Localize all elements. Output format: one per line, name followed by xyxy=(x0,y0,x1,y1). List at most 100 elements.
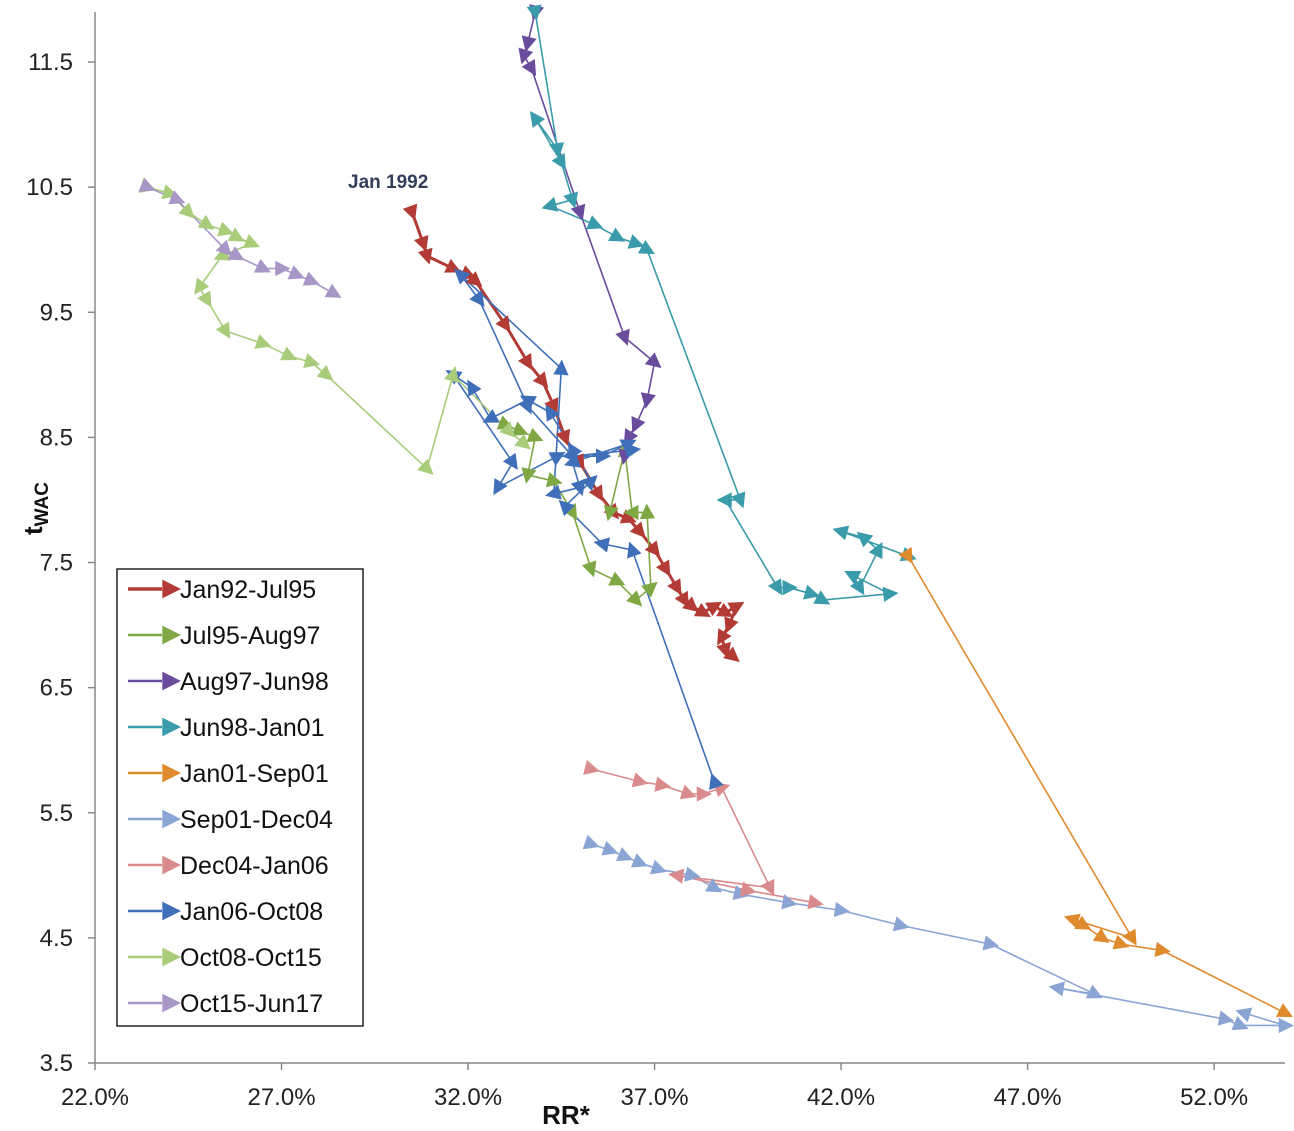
series-point xyxy=(627,541,642,559)
series-point xyxy=(674,590,690,608)
series-line xyxy=(590,843,1286,1027)
x-tick-label: 52.0% xyxy=(1180,1084,1248,1111)
series-point xyxy=(1231,1015,1249,1031)
y-tick-label: 9.5 xyxy=(40,299,73,326)
series-point xyxy=(517,353,533,371)
series-point xyxy=(629,521,646,538)
series-point xyxy=(1217,1010,1235,1026)
legend-swatch-marker xyxy=(162,625,181,645)
series-point xyxy=(668,868,685,884)
series-point xyxy=(197,214,215,230)
series-point xyxy=(593,537,611,553)
series-point xyxy=(562,503,578,521)
series-point xyxy=(813,590,831,605)
series-point xyxy=(545,404,560,422)
series-line xyxy=(523,11,656,457)
series-point xyxy=(740,881,757,897)
series-point xyxy=(644,540,661,558)
series-point xyxy=(499,421,516,438)
legend-swatch-marker xyxy=(162,671,181,691)
series-point xyxy=(832,525,850,541)
series-point xyxy=(833,901,850,918)
series-point xyxy=(518,397,533,415)
series-point xyxy=(1122,928,1137,946)
series-point xyxy=(227,246,245,261)
series-point xyxy=(716,492,732,508)
y-tick-label: 4.5 xyxy=(40,925,73,952)
legend-label: Jun98-Jan01 xyxy=(180,714,325,742)
series-point xyxy=(526,427,544,443)
series-point xyxy=(545,472,563,488)
series-point xyxy=(417,458,434,475)
series-point xyxy=(649,859,667,875)
x-tick-label: 42.0% xyxy=(807,1084,875,1111)
y-tick-label: 10.5 xyxy=(26,174,73,201)
series-point xyxy=(287,265,305,280)
series-point xyxy=(553,359,569,376)
series-point xyxy=(511,421,529,436)
series-point xyxy=(760,878,775,896)
series-line xyxy=(534,11,909,601)
series-point xyxy=(637,239,655,255)
x-tick-label: 32.0% xyxy=(434,1084,502,1111)
series-point xyxy=(679,784,697,800)
series-point xyxy=(626,590,643,607)
series-point xyxy=(324,283,342,298)
series-point xyxy=(667,578,682,596)
series-point xyxy=(603,504,619,522)
series-point xyxy=(482,408,500,423)
y-tick-label: 11.5 xyxy=(28,49,73,76)
series-point xyxy=(529,111,546,128)
series-point xyxy=(615,847,634,862)
series-point xyxy=(583,759,600,775)
y-axis-title-main: t xyxy=(18,526,48,535)
series-point xyxy=(417,247,433,265)
series-point xyxy=(882,586,899,603)
y-tick-label: 7.5 xyxy=(40,550,73,577)
y-axis-title: tWAC xyxy=(18,482,53,535)
legend-swatch-marker xyxy=(162,579,181,599)
legend-label: Dec04-Jan06 xyxy=(180,852,329,880)
series-point xyxy=(641,581,658,598)
series-point xyxy=(644,352,662,369)
series-point xyxy=(444,366,459,383)
series-point xyxy=(705,601,723,617)
series-point xyxy=(727,601,745,617)
series-point xyxy=(194,277,210,295)
series-point xyxy=(444,258,462,273)
legend-label: Oct08-Oct15 xyxy=(180,944,322,972)
legend-label: Aug97-Jun98 xyxy=(180,668,329,696)
series-point xyxy=(518,47,534,65)
series-point xyxy=(215,239,232,257)
series-point xyxy=(563,191,579,209)
series-point xyxy=(892,916,910,932)
legend-label: Jul95-Aug97 xyxy=(180,622,320,650)
series-line xyxy=(147,186,525,470)
series-point xyxy=(1092,928,1110,943)
series-point xyxy=(782,579,798,596)
series-point xyxy=(316,364,334,381)
series-point xyxy=(1063,913,1081,929)
series-point xyxy=(684,866,701,882)
series-point xyxy=(982,935,1000,951)
y-tick-label: 5.5 xyxy=(40,800,73,827)
legend-swatch-marker xyxy=(162,947,181,967)
series-line xyxy=(590,768,816,904)
series-point xyxy=(1235,1007,1253,1023)
series-point xyxy=(705,878,723,893)
series-point xyxy=(467,379,482,397)
series-point xyxy=(279,346,298,361)
series-point xyxy=(631,772,649,788)
series-point xyxy=(619,509,637,524)
series-point xyxy=(541,196,559,212)
series-point xyxy=(168,190,186,205)
series-point xyxy=(413,234,429,252)
x-axis-title: RR* xyxy=(542,1100,591,1130)
series-point xyxy=(1085,984,1103,999)
series-point xyxy=(521,467,537,484)
series-point xyxy=(844,570,862,585)
series-point xyxy=(227,227,245,242)
legend-label: Jan92-Jul95 xyxy=(180,576,316,604)
x-tick-label: 47.0% xyxy=(994,1084,1062,1111)
series-point xyxy=(732,885,750,901)
